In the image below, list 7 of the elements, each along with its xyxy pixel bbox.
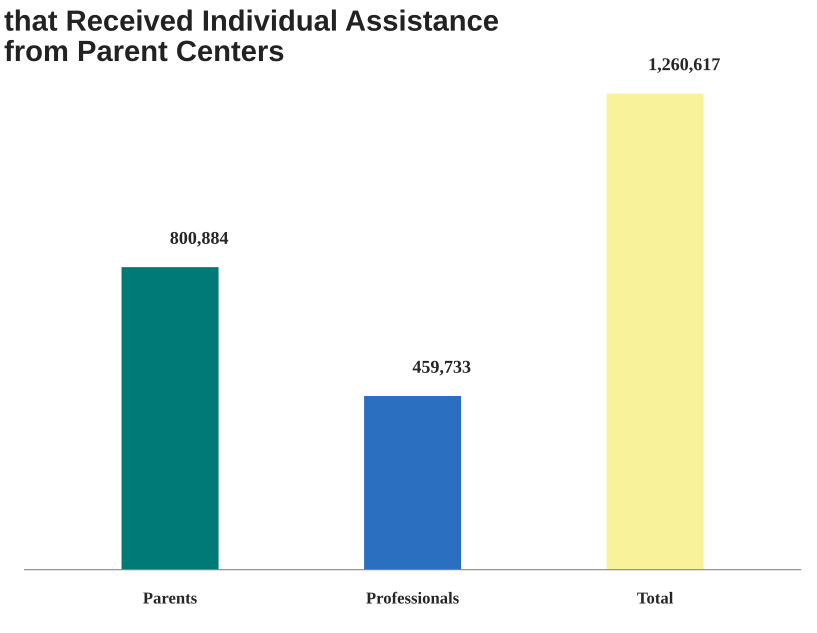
data-label: 800,884 (170, 232, 228, 247)
x-tick-label: Total (637, 592, 674, 604)
x-tick-label: Professionals (366, 592, 459, 604)
data-label: 1,260,617 (650, 58, 720, 73)
chart-title: that Received Individual Assistance from Parent Centers (4, 9, 498, 62)
x-tick-label: Parents (143, 592, 197, 604)
data-label: 459,733 (412, 360, 470, 376)
